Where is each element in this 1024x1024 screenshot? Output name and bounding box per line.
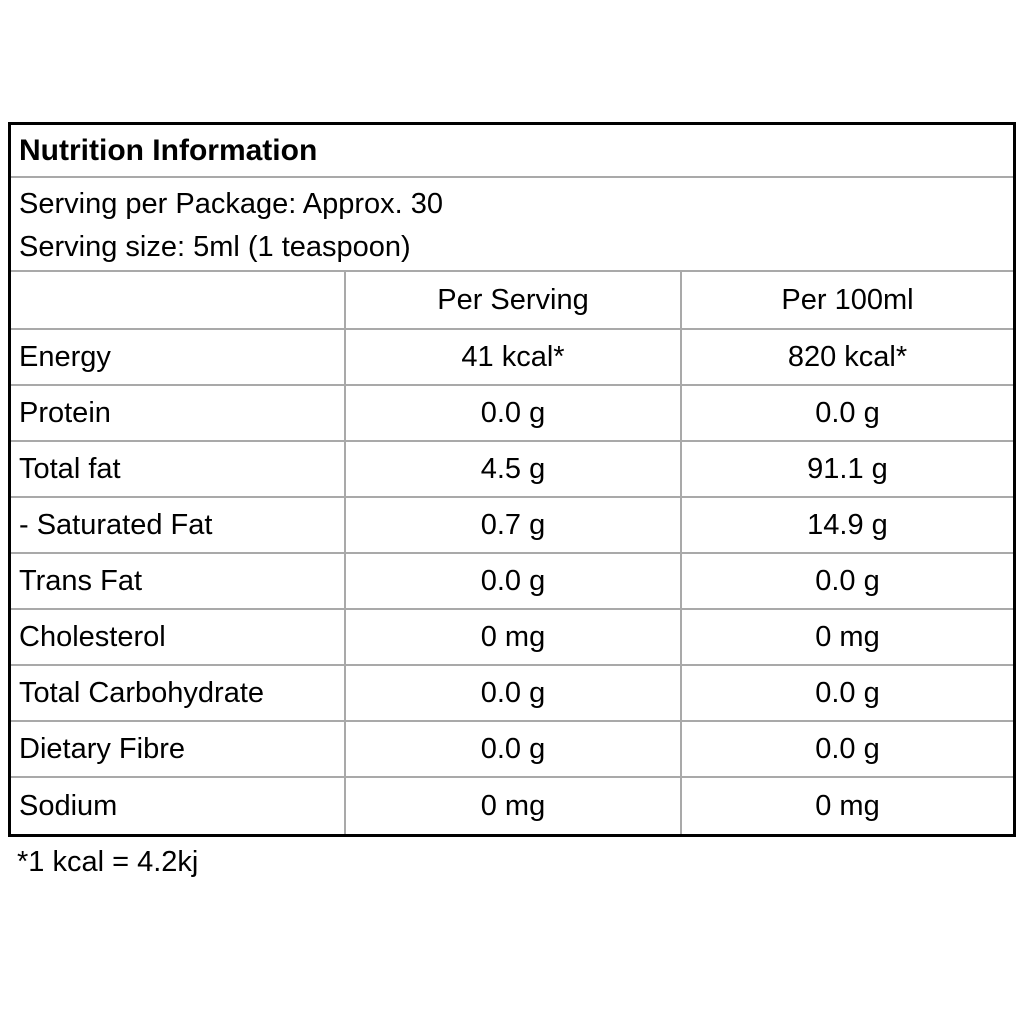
row-per-100ml: 14.9 g bbox=[807, 508, 888, 541]
row-per-serving: 0 mg bbox=[346, 778, 682, 834]
table-row: Total fat 4.5 g 91.1 g bbox=[11, 442, 1013, 498]
row-per-100ml: 0.0 g bbox=[815, 564, 880, 597]
column-header-per-serving: Per Serving bbox=[346, 272, 682, 328]
table-row: Energy 41 kcal* 820 kcal* bbox=[11, 330, 1013, 386]
row-per-100ml: 0.0 g bbox=[815, 396, 880, 429]
nutrition-rows: Energy 41 kcal* 820 kcal* Protein 0.0 g … bbox=[11, 330, 1013, 834]
row-label: Total fat bbox=[11, 442, 346, 496]
row-per-serving: 0.7 g bbox=[346, 498, 682, 552]
row-label: Sodium bbox=[11, 778, 346, 834]
row-per-serving: 0.0 g bbox=[346, 666, 682, 720]
row-per-100ml: 0.0 g bbox=[815, 732, 880, 765]
row-per-serving: 0.0 g bbox=[346, 386, 682, 440]
column-header-blank bbox=[11, 272, 346, 328]
row-label: Trans Fat bbox=[11, 554, 346, 608]
row-per-100ml: 91.1 g bbox=[807, 452, 888, 485]
table-row: Trans Fat 0.0 g 0.0 g bbox=[11, 554, 1013, 610]
table-row: Dietary Fibre 0.0 g 0.0 g bbox=[11, 722, 1013, 778]
row-per-100ml: 820 kcal* bbox=[787, 340, 908, 373]
row-per-100ml: 0 mg bbox=[815, 620, 880, 653]
row-per-serving: 0.0 g bbox=[346, 722, 682, 776]
row-label: Cholesterol bbox=[11, 610, 346, 664]
row-label: Energy bbox=[11, 330, 346, 384]
table-row: - Saturated Fat 0.7 g 14.9 g bbox=[11, 498, 1013, 554]
row-per-serving: 0.0 g bbox=[346, 554, 682, 608]
column-header-per-100ml: Per 100ml bbox=[781, 283, 914, 316]
row-label: Dietary Fibre bbox=[11, 722, 346, 776]
serving-per-package: Serving per Package: Approx. 30 bbox=[19, 188, 443, 220]
nutrition-information-table: Nutrition Information Serving per Packag… bbox=[8, 122, 1016, 837]
row-per-100ml: 0 mg bbox=[815, 789, 880, 822]
row-label: Total Carbohydrate bbox=[11, 666, 346, 720]
table-title: Nutrition Information bbox=[11, 125, 1013, 178]
column-header-row: Per Serving Per 100ml bbox=[11, 272, 1013, 330]
row-per-serving: 4.5 g bbox=[346, 442, 682, 496]
row-label: Protein bbox=[11, 386, 346, 440]
table-row: Sodium 0 mg 0 mg bbox=[11, 778, 1013, 834]
serving-info: Serving per Package: Approx. 30 Serving … bbox=[11, 178, 1013, 272]
table-row: Cholesterol 0 mg 0 mg bbox=[11, 610, 1013, 666]
table-row: Protein 0.0 g 0.0 g bbox=[11, 386, 1013, 442]
row-per-100ml: 0.0 g bbox=[815, 676, 880, 709]
kcal-conversion-footnote: *1 kcal = 4.2kj bbox=[17, 846, 199, 878]
row-per-serving: 41 kcal* bbox=[346, 330, 682, 384]
row-label: - Saturated Fat bbox=[11, 498, 346, 552]
serving-size: Serving size: 5ml (1 teaspoon) bbox=[19, 231, 411, 263]
table-row: Total Carbohydrate 0.0 g 0.0 g bbox=[11, 666, 1013, 722]
row-per-serving: 0 mg bbox=[346, 610, 682, 664]
